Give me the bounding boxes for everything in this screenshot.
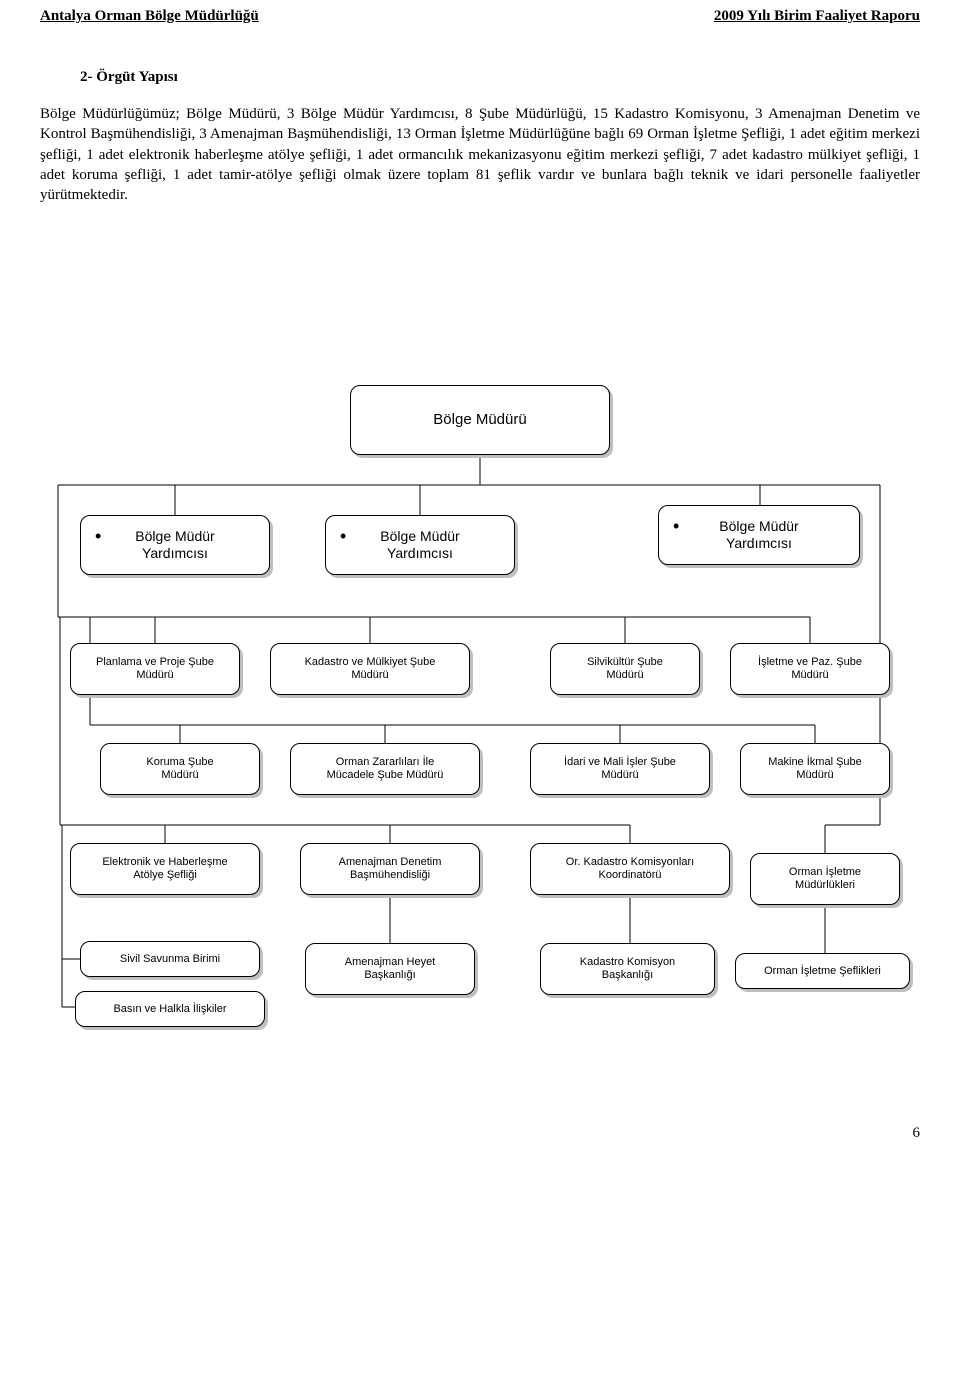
org-node-r3c: Or. Kadastro KomisyonlarıKoordinatörü: [530, 843, 730, 895]
org-node-r4a: Sivil Savunma Birimi: [80, 941, 260, 977]
org-node-r4b: Amenajman HeyetBaşkanlığı: [305, 943, 475, 995]
org-node-root: Bölge Müdürü: [350, 385, 610, 455]
org-node-label: Amenajman DenetimBaşmühendisliği: [339, 856, 442, 882]
org-node-r3d: Orman İşletmeMüdürlükleri: [750, 853, 900, 905]
org-node-r2c: İdari ve Mali İşler ŞubeMüdürü: [530, 743, 710, 795]
page-header: Antalya Orman Bölge Müdürlüğü 2009 Yılı …: [40, 0, 920, 29]
page: Antalya Orman Bölge Müdürlüğü 2009 Yılı …: [0, 0, 960, 1172]
org-node-r3b: Amenajman DenetimBaşmühendisliği: [300, 843, 480, 895]
org-node-label: Orman İşletmeMüdürlükleri: [789, 866, 861, 892]
page-number: 6: [40, 1125, 920, 1142]
org-node-r5a: Basın ve Halkla İlişkiler: [75, 991, 265, 1027]
org-node-label: Bölge MüdürYardımcısı: [719, 518, 798, 552]
org-node-r4d: Orman İşletme Şeflikleri: [735, 953, 910, 989]
org-node-label: Sivil Savunma Birimi: [120, 953, 220, 966]
body-paragraph: Bölge Müdürlüğümüz; Bölge Müdürü, 3 Bölg…: [40, 104, 920, 205]
org-node-label: Makine İkmal ŞubeMüdürü: [768, 756, 862, 782]
org-node-r2a: Koruma ŞubeMüdürü: [100, 743, 260, 795]
org-node-r1c: Silvikültür ŞubeMüdürü: [550, 643, 700, 695]
org-node-label: Planlama ve Proje ŞubeMüdürü: [96, 656, 214, 682]
org-node-r3a: Elektronik ve HaberleşmeAtölye Şefliği: [70, 843, 260, 895]
section-title: 2- Örgüt Yapısı: [80, 69, 920, 86]
org-node-label: Bölge MüdürYardımcısı: [135, 528, 214, 562]
org-node-y2: Bölge MüdürYardımcısı: [325, 515, 515, 575]
org-node-y1: Bölge MüdürYardımcısı: [80, 515, 270, 575]
org-node-label: İdari ve Mali İşler ŞubeMüdürü: [564, 756, 676, 782]
org-chart: Bölge Müdürü Bölge MüdürYardımcısı Bölge M…: [40, 385, 920, 1105]
org-node-label: Orman Zararlıları İleMücadele Şube Müdür…: [327, 756, 444, 782]
org-node-y3: Bölge MüdürYardımcısı: [658, 505, 860, 565]
org-node-r1b: Kadastro ve Mülkiyet ŞubeMüdürü: [270, 643, 470, 695]
header-left: Antalya Orman Bölge Müdürlüğü: [40, 8, 259, 25]
org-node-r1d: İşletme ve Paz. ŞubeMüdürü: [730, 643, 890, 695]
org-node-label: Kadastro ve Mülkiyet ŞubeMüdürü: [305, 656, 436, 682]
org-node-label: Kadastro KomisyonBaşkanlığı: [580, 956, 675, 982]
org-node-label: Koruma ŞubeMüdürü: [146, 756, 213, 782]
org-node-label: Orman İşletme Şeflikleri: [764, 965, 881, 978]
org-node-label: Bölge Müdürü: [433, 411, 526, 429]
org-node-label: Bölge MüdürYardımcısı: [380, 528, 459, 562]
org-node-label: Basın ve Halkla İlişkiler: [113, 1003, 226, 1016]
org-node-label: Elektronik ve HaberleşmeAtölye Şefliği: [102, 856, 227, 882]
org-node-r1a: Planlama ve Proje ŞubeMüdürü: [70, 643, 240, 695]
org-node-label: Amenajman HeyetBaşkanlığı: [345, 956, 436, 982]
header-right: 2009 Yılı Birim Faaliyet Raporu: [714, 8, 920, 25]
org-node-label: İşletme ve Paz. ŞubeMüdürü: [758, 656, 862, 682]
org-node-r2d: Makine İkmal ŞubeMüdürü: [740, 743, 890, 795]
org-node-label: Or. Kadastro KomisyonlarıKoordinatörü: [566, 856, 694, 882]
org-node-r4c: Kadastro KomisyonBaşkanlığı: [540, 943, 715, 995]
org-node-label: Silvikültür ŞubeMüdürü: [587, 656, 663, 682]
org-node-r2b: Orman Zararlıları İleMücadele Şube Müdür…: [290, 743, 480, 795]
